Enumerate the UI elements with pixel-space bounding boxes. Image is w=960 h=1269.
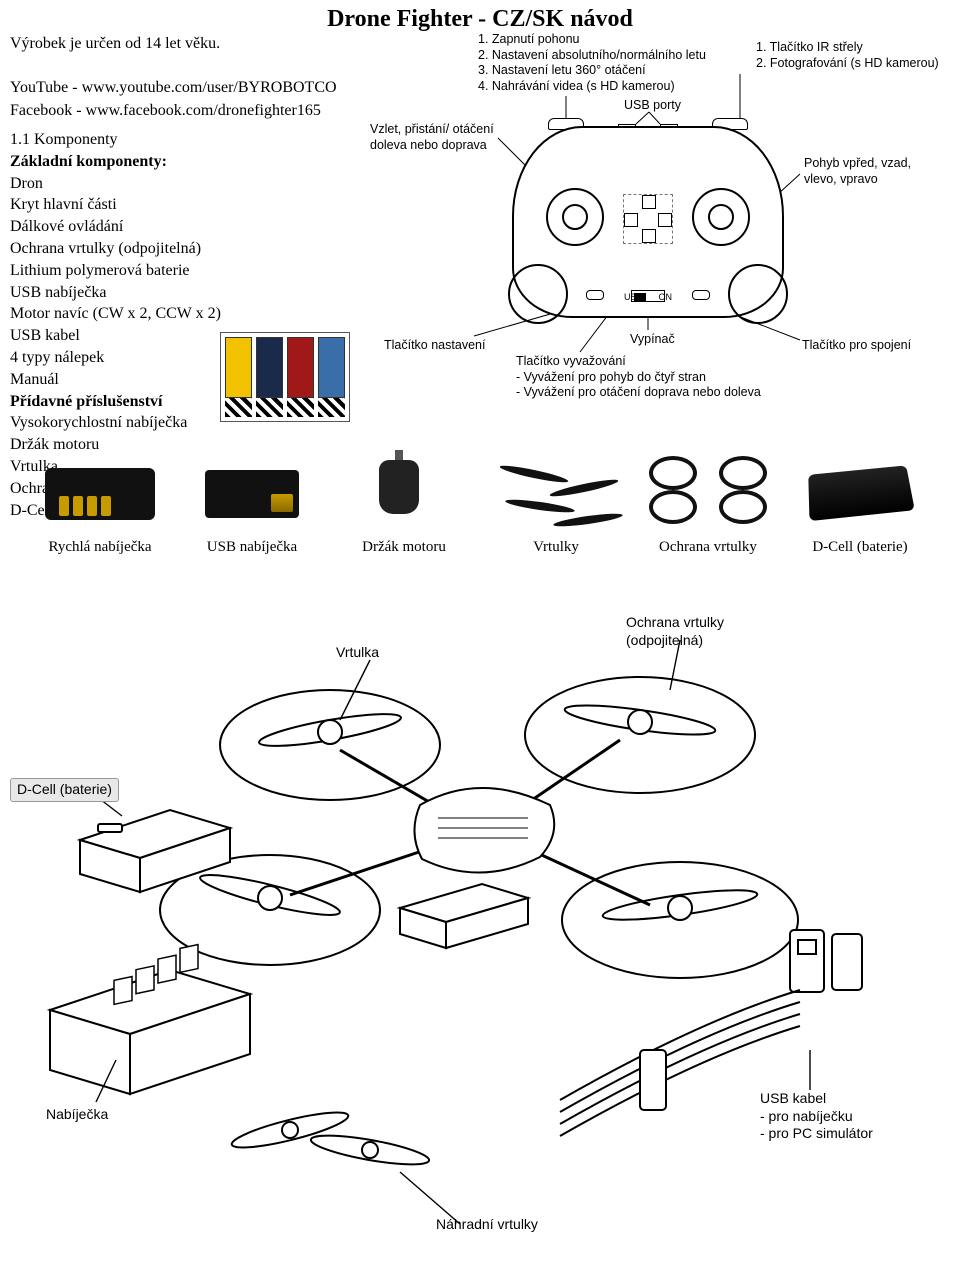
ctrl-trim-block: Tlačítko vyvažování - Vyvážení pro pohyb…	[516, 354, 761, 401]
product-dcell-battery: D-Cell (baterie)	[790, 450, 930, 558]
sticker-thumbnails	[220, 332, 350, 422]
section-1-1-heading: 1.1 Komponenty	[10, 130, 250, 151]
right-stick-icon	[692, 188, 750, 246]
drone-exploded-diagram: Vrtulka Ochrana vrtulky (odpojitelná) D-…	[40, 620, 920, 1240]
drone-svg	[40, 620, 920, 1240]
drone-label-usb-cable: USB kabel - pro nabíječku - pro PC simul…	[760, 1090, 873, 1143]
extra-accessories-subhead: Přídavné příslušenství	[10, 392, 250, 413]
drone-label-charger: Nabíječka	[46, 1106, 108, 1124]
ctrl-pair-label: Tlačítko pro spojení	[802, 338, 911, 354]
age-note: Výrobek je určen od 14 let věku.	[10, 34, 220, 55]
on-text: ON	[659, 292, 673, 304]
product-label: Vrtulky	[486, 538, 626, 558]
ctrl-left-stick-label: Vzlet, přistání/ otáčení doleva nebo dop…	[370, 122, 500, 153]
drone-label-propeller: Vrtulka	[336, 644, 379, 662]
page-title: Drone Fighter - CZ/SK návod	[0, 4, 960, 35]
ctrl-right-stick-label: Pohyb vpřed, vzad, vlevo, vpravo	[804, 156, 944, 187]
product-label: Ochrana vrtulky	[638, 538, 778, 558]
product-motor-holder: Držák motoru	[334, 450, 474, 558]
settings-button-icon	[586, 290, 604, 300]
left-stick-icon	[546, 188, 604, 246]
comp-item: Motor navíc (CW x 2, CCW x 2)	[10, 304, 250, 325]
manual-page: Drone Fighter - CZ/SK návod Výrobek je u…	[0, 0, 960, 1269]
facebook-link: Facebook - www.facebook.com/dronefighter…	[10, 101, 337, 122]
controller-grip	[728, 264, 788, 324]
comp-item: 4 typy nálepek	[10, 348, 250, 369]
comp-item: Manuál	[10, 370, 250, 391]
product-row: Rychlá nabíječka USB nabíječka Držák mot…	[30, 450, 930, 558]
comp-item: Vysokorychlostní nabíječka	[10, 413, 250, 434]
drone-label-spare-props: Náhradní vrtulky	[436, 1216, 538, 1234]
basic-components-subhead: Základní komponenty:	[10, 152, 250, 173]
ctrl-top-left-list: 1. Zapnutí pohonu 2. Nastavení absolutní…	[478, 32, 706, 95]
product-label: D-Cell (baterie)	[790, 538, 930, 558]
comp-item: USB nabíječka	[10, 283, 250, 304]
comp-item: Dálkové ovládání	[10, 217, 250, 238]
product-fast-charger: Rychlá nabíječka	[30, 450, 170, 558]
product-prop-guard: Ochrana vrtulky	[638, 450, 778, 558]
comp-item: Kryt hlavní části	[10, 195, 250, 216]
controller-diagram: USB ON	[512, 126, 784, 318]
ctrl-usb-ports-label: USB porty	[624, 98, 681, 114]
drone-label-guard: Ochrana vrtulky (odpojitelná)	[626, 614, 796, 649]
controller-grip	[508, 264, 568, 324]
social-links: YouTube - www.youtube.com/user/BYROBOTCO…	[10, 78, 337, 124]
drone-label-dcell: D-Cell (baterie)	[10, 778, 119, 802]
comp-item: USB kabel	[10, 326, 250, 347]
comp-item: Lithium polymerová baterie	[10, 261, 250, 282]
pair-button-icon	[692, 290, 710, 300]
dpad-icon	[623, 194, 673, 244]
ctrl-settings-label: Tlačítko nastavení	[384, 338, 485, 354]
youtube-link: YouTube - www.youtube.com/user/BYROBOTCO	[10, 78, 337, 99]
usb-text: USB	[624, 292, 643, 304]
product-label: USB nabíječka	[182, 538, 322, 558]
product-usb-charger: USB nabíječka	[182, 450, 322, 558]
ctrl-top-right-list: 1. Tlačítko IR střely 2. Fotografování (…	[756, 40, 939, 71]
ctrl-power-label: Vypínač	[630, 332, 675, 348]
product-label: Držák motoru	[334, 538, 474, 558]
product-propellers: Vrtulky	[486, 450, 626, 558]
product-label: Rychlá nabíječka	[30, 538, 170, 558]
comp-item: Ochrana vrtulky (odpojitelná)	[10, 239, 250, 260]
comp-item: Dron	[10, 174, 250, 195]
